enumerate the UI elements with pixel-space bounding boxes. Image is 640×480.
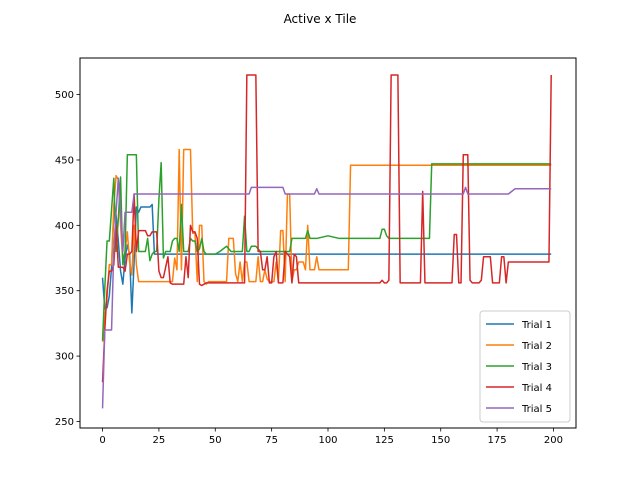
y-tick-label: 400 [55,221,74,232]
x-tick-label: 200 [544,435,563,446]
x-tick-label: 100 [318,435,337,446]
x-tick-label: 175 [488,435,507,446]
x-tick-label: 150 [431,435,450,446]
y-tick-label: 350 [55,286,74,297]
x-tick-label: 25 [153,435,166,446]
legend-label: Trial 5 [521,404,552,415]
series-line-trial-3 [101,154,552,341]
x-tick-label: 125 [375,435,394,446]
legend-box [479,310,571,423]
legend-label: Trial 3 [521,362,552,373]
y-tick-label: 500 [55,90,74,101]
x-tick-label: 0 [99,435,105,446]
series-line-trial-4 [101,74,552,383]
chart-title: Active x Tile [284,12,357,26]
y-tick-label: 300 [55,352,74,363]
series-line-trial-2 [101,148,552,342]
x-axis: 0 25 50 75 100 125 150 175 200 [99,428,563,446]
y-tick-label: 250 [55,417,74,428]
legend-label: Trial 2 [521,341,552,352]
legend-label: Trial 4 [521,383,552,394]
x-tick-label: 75 [265,435,278,446]
y-tick-label: 450 [55,155,74,166]
legend: Trial 1 Trial 2 Trial 3 Trial 4 Trial 5 [479,310,571,423]
x-tick-label: 50 [209,435,222,446]
series-line-trial-5 [101,177,552,409]
legend-label: Trial 1 [521,320,552,331]
y-axis: 250 300 350 400 450 500 [55,90,80,428]
plot-area [101,74,552,409]
